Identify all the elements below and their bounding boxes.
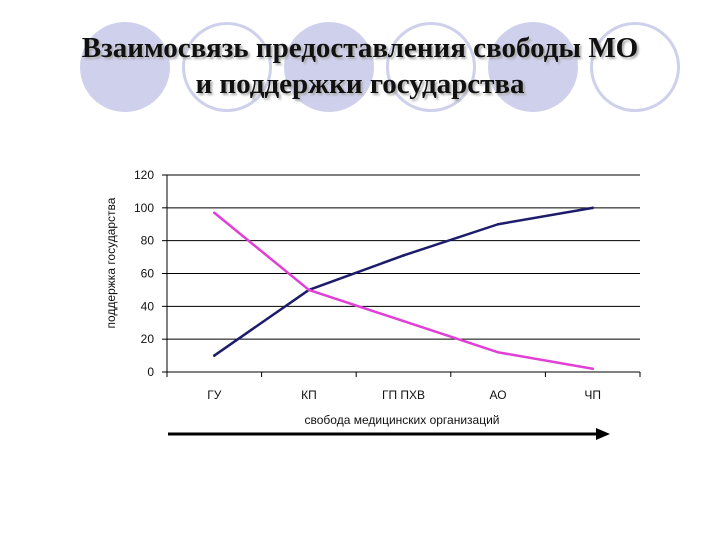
series-0-point-3 — [496, 222, 500, 226]
y-axis-title: поддержка государства — [104, 197, 118, 328]
y-tick-label-60: 60 — [141, 267, 155, 281]
series-0-point-0 — [213, 354, 216, 357]
y-tick-label-20: 20 — [141, 332, 155, 346]
decor-circle-5 — [488, 22, 578, 112]
slide-title-line-1: Взаимосвязь предоставления свободы МО — [81, 32, 639, 64]
decor-circle-1 — [80, 22, 170, 112]
decor-circle-6 — [590, 22, 680, 112]
series-1-point-1 — [307, 288, 311, 292]
x-tick-label-2: ГП ПХВ — [382, 388, 425, 402]
slide-title-line-2: и поддержки государства — [195, 68, 525, 100]
series-1-point-4 — [591, 367, 594, 371]
y-tick-label-80: 80 — [141, 234, 155, 248]
series-0-point-2 — [402, 254, 405, 257]
x-tick-label-0: ГУ — [207, 388, 221, 402]
y-tick-label-100: 100 — [134, 201, 154, 215]
y-tick-label-120: 120 — [134, 168, 154, 182]
y-tick-label-40: 40 — [141, 299, 155, 313]
decor-circle-2 — [182, 22, 272, 112]
series-0-point-4 — [591, 206, 594, 210]
series-line-0 — [213, 206, 593, 357]
x-tick-label-3: АО — [490, 388, 507, 402]
x-tick-label-4: ЧП — [584, 388, 601, 402]
freedom-arrow-head — [596, 428, 610, 440]
series-1-point-3 — [496, 351, 500, 354]
slide-title: Взаимосвязь предоставления свободы МО и … — [0, 30, 720, 102]
series-line-1 — [213, 211, 593, 370]
y-tick-label-0: 0 — [147, 365, 154, 379]
x-axis-title: свобода медицинских организаций — [305, 413, 500, 427]
series-1-point-2 — [402, 319, 405, 323]
x-tick-label-1: КП — [301, 388, 317, 402]
decor-circle-4 — [386, 22, 476, 112]
decor-circle-3 — [284, 22, 374, 112]
series-1-point-0 — [213, 211, 216, 215]
